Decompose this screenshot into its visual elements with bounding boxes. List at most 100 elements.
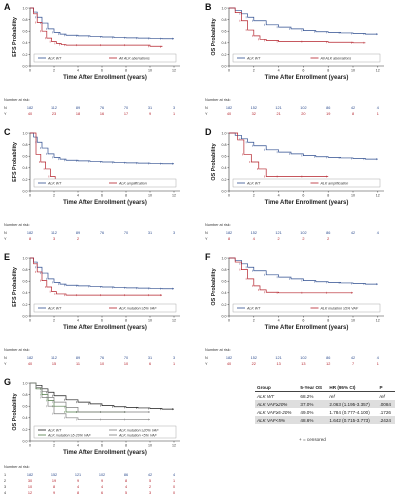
at-risk-value: 152 [251, 356, 257, 360]
x-tick-label: 12 [172, 194, 176, 198]
at-risk-value: 3 [53, 237, 55, 241]
cell-group: ALK VAF<5% [255, 416, 299, 424]
cell-hr: 1.642 (0.715-3.773) [327, 416, 378, 424]
series-line [229, 132, 329, 177]
x-tick-label: 10 [148, 69, 152, 73]
at-risk-value: 2 [149, 485, 151, 489]
series-line [30, 7, 163, 47]
at-risk-value: 3 [173, 106, 175, 110]
header-p: P [377, 383, 395, 392]
y-tick-label: 0.8 [222, 143, 227, 147]
at-risk-value: 0 [173, 485, 175, 489]
cell-os: 48.6% [298, 416, 328, 424]
series-line [30, 257, 174, 290]
cell-group: ALK VAF≥20% [255, 400, 299, 408]
cell-p: .2424 [377, 416, 395, 424]
at-risk-row-label: N [4, 231, 7, 235]
y-tick-label: 1.0 [23, 6, 28, 10]
series-line [30, 382, 174, 410]
y-tick-label: 0.2 [23, 53, 28, 57]
at-risk-value: 8 [352, 112, 354, 116]
at-risk-value: 20 [301, 112, 305, 116]
at-risk-value: 182 [226, 106, 232, 110]
x-tick-label: 4 [77, 319, 79, 323]
y-tick-label: 1.0 [222, 6, 227, 10]
x-tick-label: 0 [29, 194, 31, 198]
at-risk-value: 121 [275, 356, 281, 360]
at-risk-row-label: Y [4, 112, 7, 116]
x-axis-label: Time After Enrollment (years) [63, 450, 147, 456]
y-tick-label: 0.2 [222, 178, 227, 182]
at-risk-value: 31 [148, 356, 152, 360]
at-risk-value: 8 [125, 479, 127, 483]
at-risk-value: 42 [351, 356, 355, 360]
legend-box [232, 303, 381, 313]
series-line [30, 7, 174, 40]
x-tick-label: 4 [278, 319, 280, 323]
y-tick-label: 0.0 [222, 64, 227, 68]
at-risk-row-label: N [4, 356, 7, 360]
at-risk-value: 16 [100, 112, 104, 116]
cell-p: .0084 [377, 400, 395, 408]
legend-box [33, 303, 177, 313]
x-tick-label: 8 [327, 69, 329, 73]
y-tick-label: 0.6 [23, 30, 28, 34]
y-tick-label: 0.8 [23, 143, 28, 147]
x-tick-label: 8 [125, 444, 127, 448]
series-line [229, 7, 366, 44]
y-tick-label: 0.2 [23, 303, 28, 307]
at-risk-value: 40 [227, 362, 231, 366]
at-risk-value: 76 [100, 231, 104, 235]
at-risk-value: 86 [326, 231, 330, 235]
at-risk-row-label: Y [4, 362, 7, 366]
at-risk-row-label: Y [205, 112, 208, 116]
y-tick-label: 0.0 [222, 189, 227, 193]
at-risk-value: 102 [300, 356, 306, 360]
at-risk-row-label: N [4, 106, 7, 110]
at-risk-value: 19 [52, 479, 56, 483]
chart-panel-d: D OS Probability 0.0 0.2 0.4 0.6 0.8 1.0 0 2 4 6 8 10… [205, 127, 384, 241]
y-tick-label: 0.8 [222, 268, 227, 272]
x-tick-label: 4 [77, 444, 79, 448]
at-risk-title: Number at risk: [4, 348, 30, 352]
x-tick-label: 12 [376, 319, 380, 323]
at-risk-value: 9 [101, 479, 103, 483]
at-risk-value: 1 [377, 362, 379, 366]
x-tick-label: 12 [172, 319, 176, 323]
y-tick-label: 0.2 [222, 303, 227, 307]
y-tick-label: 1.0 [222, 131, 227, 135]
y-tick-label: 0.4 [23, 41, 28, 45]
at-risk-value: 3 [149, 491, 151, 495]
at-risk-value: 18 [76, 112, 80, 116]
x-tick-label: 2 [53, 69, 55, 73]
at-risk-value: 152 [251, 231, 257, 235]
cell-p: ref [377, 391, 395, 400]
legend-label: All ALK aberrations [320, 56, 352, 60]
at-risk-value: 86 [326, 106, 330, 110]
at-risk-value: 182 [226, 231, 232, 235]
at-risk-row-label: 3 [4, 485, 6, 489]
at-risk-value: 42 [351, 231, 355, 235]
x-tick-label: 2 [253, 69, 255, 73]
panel-letter: D [205, 127, 212, 137]
y-tick-label: 0.0 [23, 189, 28, 193]
at-risk-row-label: 2 [4, 479, 6, 483]
x-tick-label: 6 [101, 319, 103, 323]
at-risk-value: 102 [99, 473, 105, 477]
at-risk-value: 6 [149, 362, 151, 366]
at-risk-value: 8 [77, 491, 79, 495]
x-axis-label: Time After Enrollment (years) [265, 200, 349, 206]
y-tick-label: 0.0 [23, 64, 28, 68]
y-tick-label: 0.2 [23, 178, 28, 182]
at-risk-row-label: Y [4, 237, 7, 241]
x-tick-label: 2 [53, 444, 55, 448]
censored-note: + = censored [299, 437, 326, 442]
legend-label: ALK WT [47, 56, 62, 60]
x-tick-label: 4 [77, 194, 79, 198]
y-tick-label: 0.8 [222, 18, 227, 22]
at-risk-value: 121 [75, 473, 81, 477]
legend-label: ALK WT [47, 181, 62, 185]
y-tick-label: 0.4 [222, 41, 227, 45]
y-axis-label: OS Probability [211, 18, 217, 55]
